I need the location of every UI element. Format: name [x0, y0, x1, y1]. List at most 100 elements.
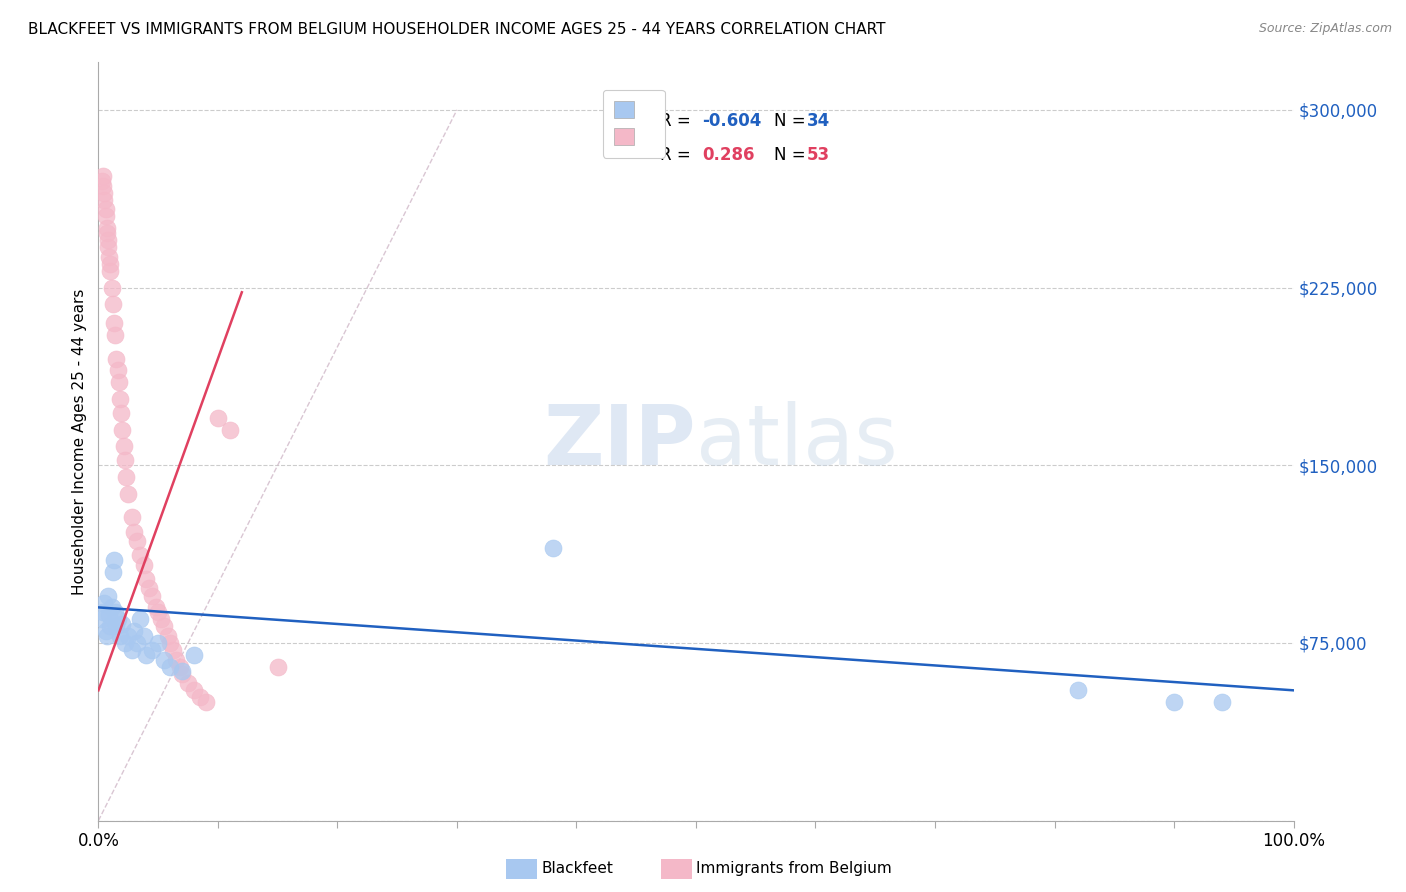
- Point: [91, 169, 114, 183]
- Point: [94, 202, 117, 217]
- Point: [1211, 695, 1233, 709]
- Point: [115, 470, 138, 484]
- Point: [94, 624, 117, 639]
- Point: [188, 690, 211, 705]
- Point: [104, 327, 127, 342]
- Point: [117, 486, 139, 500]
- Text: N =: N =: [773, 145, 810, 164]
- Point: [104, 605, 127, 619]
- Point: [125, 636, 148, 650]
- Legend:  ,  : ,: [603, 90, 665, 158]
- Point: [103, 316, 125, 330]
- Point: [100, 280, 122, 294]
- Point: [91, 605, 114, 619]
- Point: [105, 619, 128, 633]
- Point: [111, 423, 134, 437]
- Point: [98, 264, 122, 278]
- Point: [132, 558, 155, 572]
- Point: [101, 297, 124, 311]
- Point: [93, 193, 115, 207]
- Point: [107, 376, 129, 390]
- Text: 0.286: 0.286: [702, 145, 755, 164]
- Point: [91, 174, 114, 188]
- Point: [97, 589, 120, 603]
- Point: [114, 636, 136, 650]
- Point: [541, 541, 564, 556]
- Text: 34: 34: [807, 112, 831, 129]
- Point: [96, 226, 118, 240]
- Point: [153, 619, 176, 633]
- Point: [183, 648, 205, 662]
- Point: [97, 240, 120, 254]
- Point: [96, 629, 118, 643]
- Point: [114, 453, 136, 467]
- Point: [135, 572, 157, 586]
- Point: [129, 612, 152, 626]
- Y-axis label: Householder Income Ages 25 - 44 years: Householder Income Ages 25 - 44 years: [72, 288, 87, 595]
- Point: [125, 534, 148, 549]
- Point: [172, 665, 194, 679]
- Point: [112, 439, 135, 453]
- Text: R =: R =: [661, 145, 696, 164]
- Point: [121, 510, 143, 524]
- Point: [103, 553, 125, 567]
- Text: -0.604: -0.604: [702, 112, 761, 129]
- Point: [107, 363, 129, 377]
- Point: [97, 233, 120, 247]
- Point: [153, 652, 176, 666]
- Point: [135, 648, 157, 662]
- Text: Immigrants from Belgium: Immigrants from Belgium: [696, 862, 891, 876]
- Point: [101, 565, 124, 579]
- Point: [145, 600, 167, 615]
- Point: [93, 186, 115, 200]
- Point: [267, 659, 290, 673]
- Text: BLACKFEET VS IMMIGRANTS FROM BELGIUM HOUSEHOLDER INCOME AGES 25 - 44 YEARS CORRE: BLACKFEET VS IMMIGRANTS FROM BELGIUM HOU…: [28, 22, 886, 37]
- Point: [149, 612, 172, 626]
- Point: [207, 410, 229, 425]
- Point: [156, 629, 179, 643]
- Point: [177, 676, 200, 690]
- Point: [121, 643, 143, 657]
- Point: [108, 392, 131, 406]
- Point: [91, 178, 114, 193]
- Point: [132, 629, 155, 643]
- Point: [172, 666, 194, 681]
- Text: N =: N =: [773, 112, 810, 129]
- Point: [195, 695, 218, 709]
- Point: [96, 221, 118, 235]
- Point: [98, 607, 121, 622]
- Point: [138, 582, 160, 596]
- Point: [162, 643, 184, 657]
- Point: [148, 605, 170, 619]
- Point: [1163, 695, 1185, 709]
- Point: [100, 600, 122, 615]
- Point: [111, 617, 134, 632]
- Point: [148, 636, 170, 650]
- Text: Source: ZipAtlas.com: Source: ZipAtlas.com: [1258, 22, 1392, 36]
- Point: [117, 629, 139, 643]
- Point: [124, 624, 146, 639]
- Point: [169, 659, 191, 673]
- Point: [98, 619, 122, 633]
- Point: [159, 659, 181, 673]
- Point: [124, 524, 146, 539]
- Point: [129, 548, 152, 563]
- Point: [159, 636, 181, 650]
- Point: [165, 652, 187, 666]
- Point: [107, 612, 129, 626]
- Point: [219, 423, 242, 437]
- Point: [93, 596, 115, 610]
- Text: atlas: atlas: [696, 401, 897, 482]
- Point: [108, 629, 131, 643]
- Point: [141, 643, 163, 657]
- Point: [91, 612, 114, 626]
- Text: R =: R =: [661, 112, 696, 129]
- Point: [94, 210, 117, 224]
- Text: 53: 53: [807, 145, 830, 164]
- Point: [98, 257, 122, 271]
- Point: [110, 406, 132, 420]
- Text: ZIP: ZIP: [544, 401, 696, 482]
- Point: [1067, 683, 1090, 698]
- Point: [98, 250, 121, 264]
- Text: Blackfeet: Blackfeet: [541, 862, 613, 876]
